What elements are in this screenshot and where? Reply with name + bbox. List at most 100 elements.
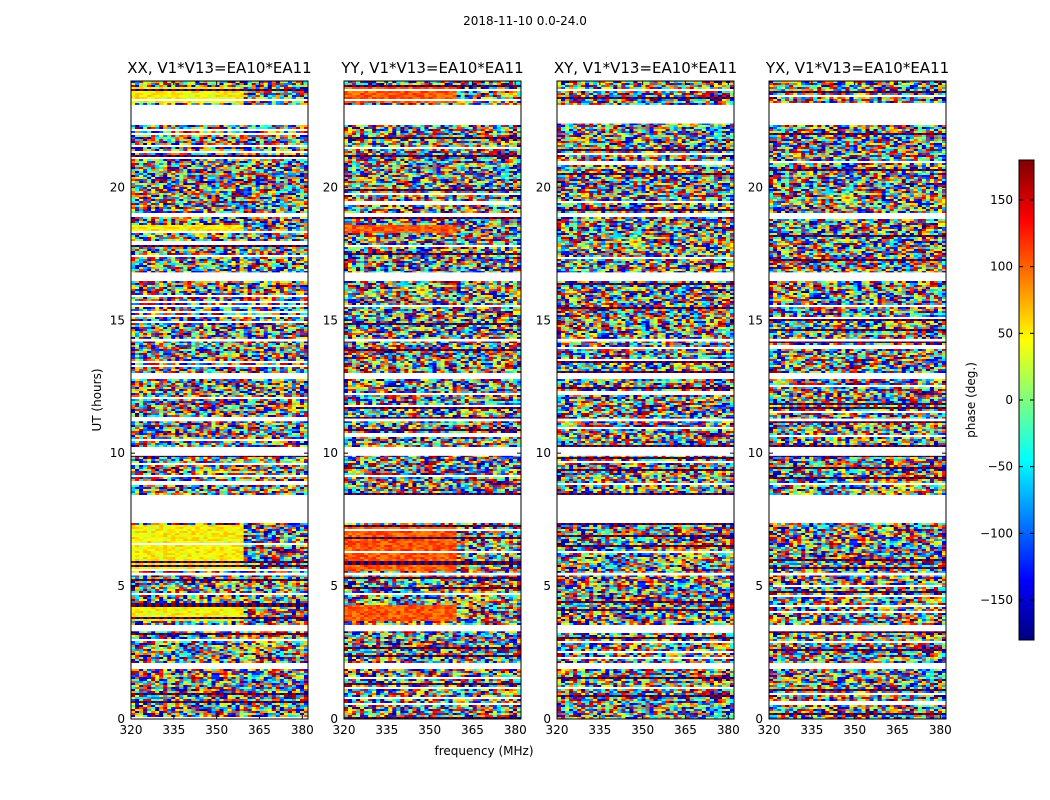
phase-cell	[268, 101, 272, 103]
phase-cell	[220, 125, 224, 127]
phase-cell	[175, 97, 179, 99]
phase-cell	[276, 87, 280, 89]
phase-cell	[171, 91, 175, 93]
phase-cell	[203, 131, 207, 133]
phase-cell	[143, 125, 147, 127]
phase-cell	[280, 87, 284, 89]
phase-cell	[159, 131, 163, 133]
phase-cell	[215, 141, 219, 143]
phase-cell	[276, 143, 280, 145]
phase-cell	[268, 83, 272, 85]
phase-cell	[179, 125, 183, 127]
phase-cell	[272, 143, 276, 145]
phase-cell	[191, 93, 195, 95]
phase-cell	[179, 85, 183, 87]
phase-cell	[175, 147, 179, 149]
phase-cell	[224, 93, 228, 95]
phase-cell	[187, 103, 191, 105]
phase-cell	[228, 137, 232, 139]
phase-cell	[300, 125, 304, 127]
phase-cell	[300, 89, 304, 91]
phase-cell	[232, 87, 236, 89]
phase-cell	[155, 135, 159, 137]
phase-cell	[256, 127, 260, 129]
phase-cell	[260, 93, 264, 95]
phase-cell	[248, 91, 252, 93]
phase-cell	[240, 85, 244, 87]
phase-cell	[252, 87, 256, 89]
phase-cell	[240, 97, 244, 99]
phase-cell	[236, 95, 240, 97]
phase-cell	[292, 95, 296, 97]
phase-cell	[155, 83, 159, 85]
phase-cell	[260, 89, 264, 91]
phase-cell	[296, 141, 300, 143]
phase-cell	[191, 87, 195, 89]
phase-cell	[228, 141, 232, 143]
phase-cell	[236, 137, 240, 139]
phase-cell	[163, 97, 167, 99]
phase-cell	[191, 143, 195, 145]
phase-cell	[272, 95, 276, 97]
phase-cell	[220, 97, 224, 99]
phase-cell	[252, 85, 256, 87]
phase-cell	[296, 97, 300, 99]
phase-cell	[296, 101, 300, 103]
phase-cell	[280, 101, 284, 103]
phase-cell	[256, 97, 260, 99]
phase-cell	[183, 147, 187, 149]
phase-cell	[284, 137, 288, 139]
phase-cell	[288, 125, 292, 127]
phase-cell	[163, 93, 167, 95]
phase-cell	[171, 147, 175, 149]
phase-cell	[248, 139, 252, 141]
phase-cell	[151, 137, 155, 139]
phase-cell	[232, 131, 236, 133]
phase-cell	[159, 91, 163, 93]
phase-cell	[211, 141, 215, 143]
phase-cell	[167, 135, 171, 137]
phase-cell	[175, 141, 179, 143]
phase-cell	[288, 139, 292, 141]
phase-cell	[268, 89, 272, 91]
phase-cell	[220, 143, 224, 145]
phase-cell	[175, 101, 179, 103]
phase-cell	[159, 141, 163, 143]
phase-cell	[187, 95, 191, 97]
phase-cell	[147, 125, 151, 127]
phase-cell	[163, 131, 167, 133]
phase-cell	[215, 131, 219, 133]
phase-cell	[211, 101, 215, 103]
phase-cell	[199, 137, 203, 139]
phase-cell	[159, 127, 163, 129]
phase-cell	[135, 101, 139, 103]
phase-cell	[284, 89, 288, 91]
phase-cell	[203, 87, 207, 89]
phase-cell	[195, 85, 199, 87]
phase-cell	[244, 87, 248, 89]
phase-cell	[300, 87, 304, 89]
phase-cell	[292, 143, 296, 145]
phase-cell	[236, 141, 240, 143]
phase-cell	[236, 93, 240, 95]
phase-cell	[240, 127, 244, 129]
phase-cell	[272, 141, 276, 143]
panel-0: XX, V1*V13=EA10*EA11320 335 350 365 38005101…	[110, 59, 314, 737]
phase-cell	[207, 103, 211, 105]
phase-cell	[252, 89, 256, 91]
phase-cell	[220, 127, 224, 129]
phase-cell	[191, 83, 195, 85]
phase-cell	[171, 93, 175, 95]
phase-cell	[220, 91, 224, 93]
phase-cell	[288, 89, 292, 91]
phase-cell	[171, 141, 175, 143]
phase-cell	[155, 125, 159, 127]
phase-cell	[179, 83, 183, 85]
phase-cell	[264, 93, 268, 95]
phase-cell	[228, 131, 232, 133]
phase-cell	[244, 139, 248, 141]
phase-cell	[199, 125, 203, 127]
phase-cell	[284, 87, 288, 89]
phase-cell	[135, 97, 139, 99]
phase-cell	[236, 139, 240, 141]
